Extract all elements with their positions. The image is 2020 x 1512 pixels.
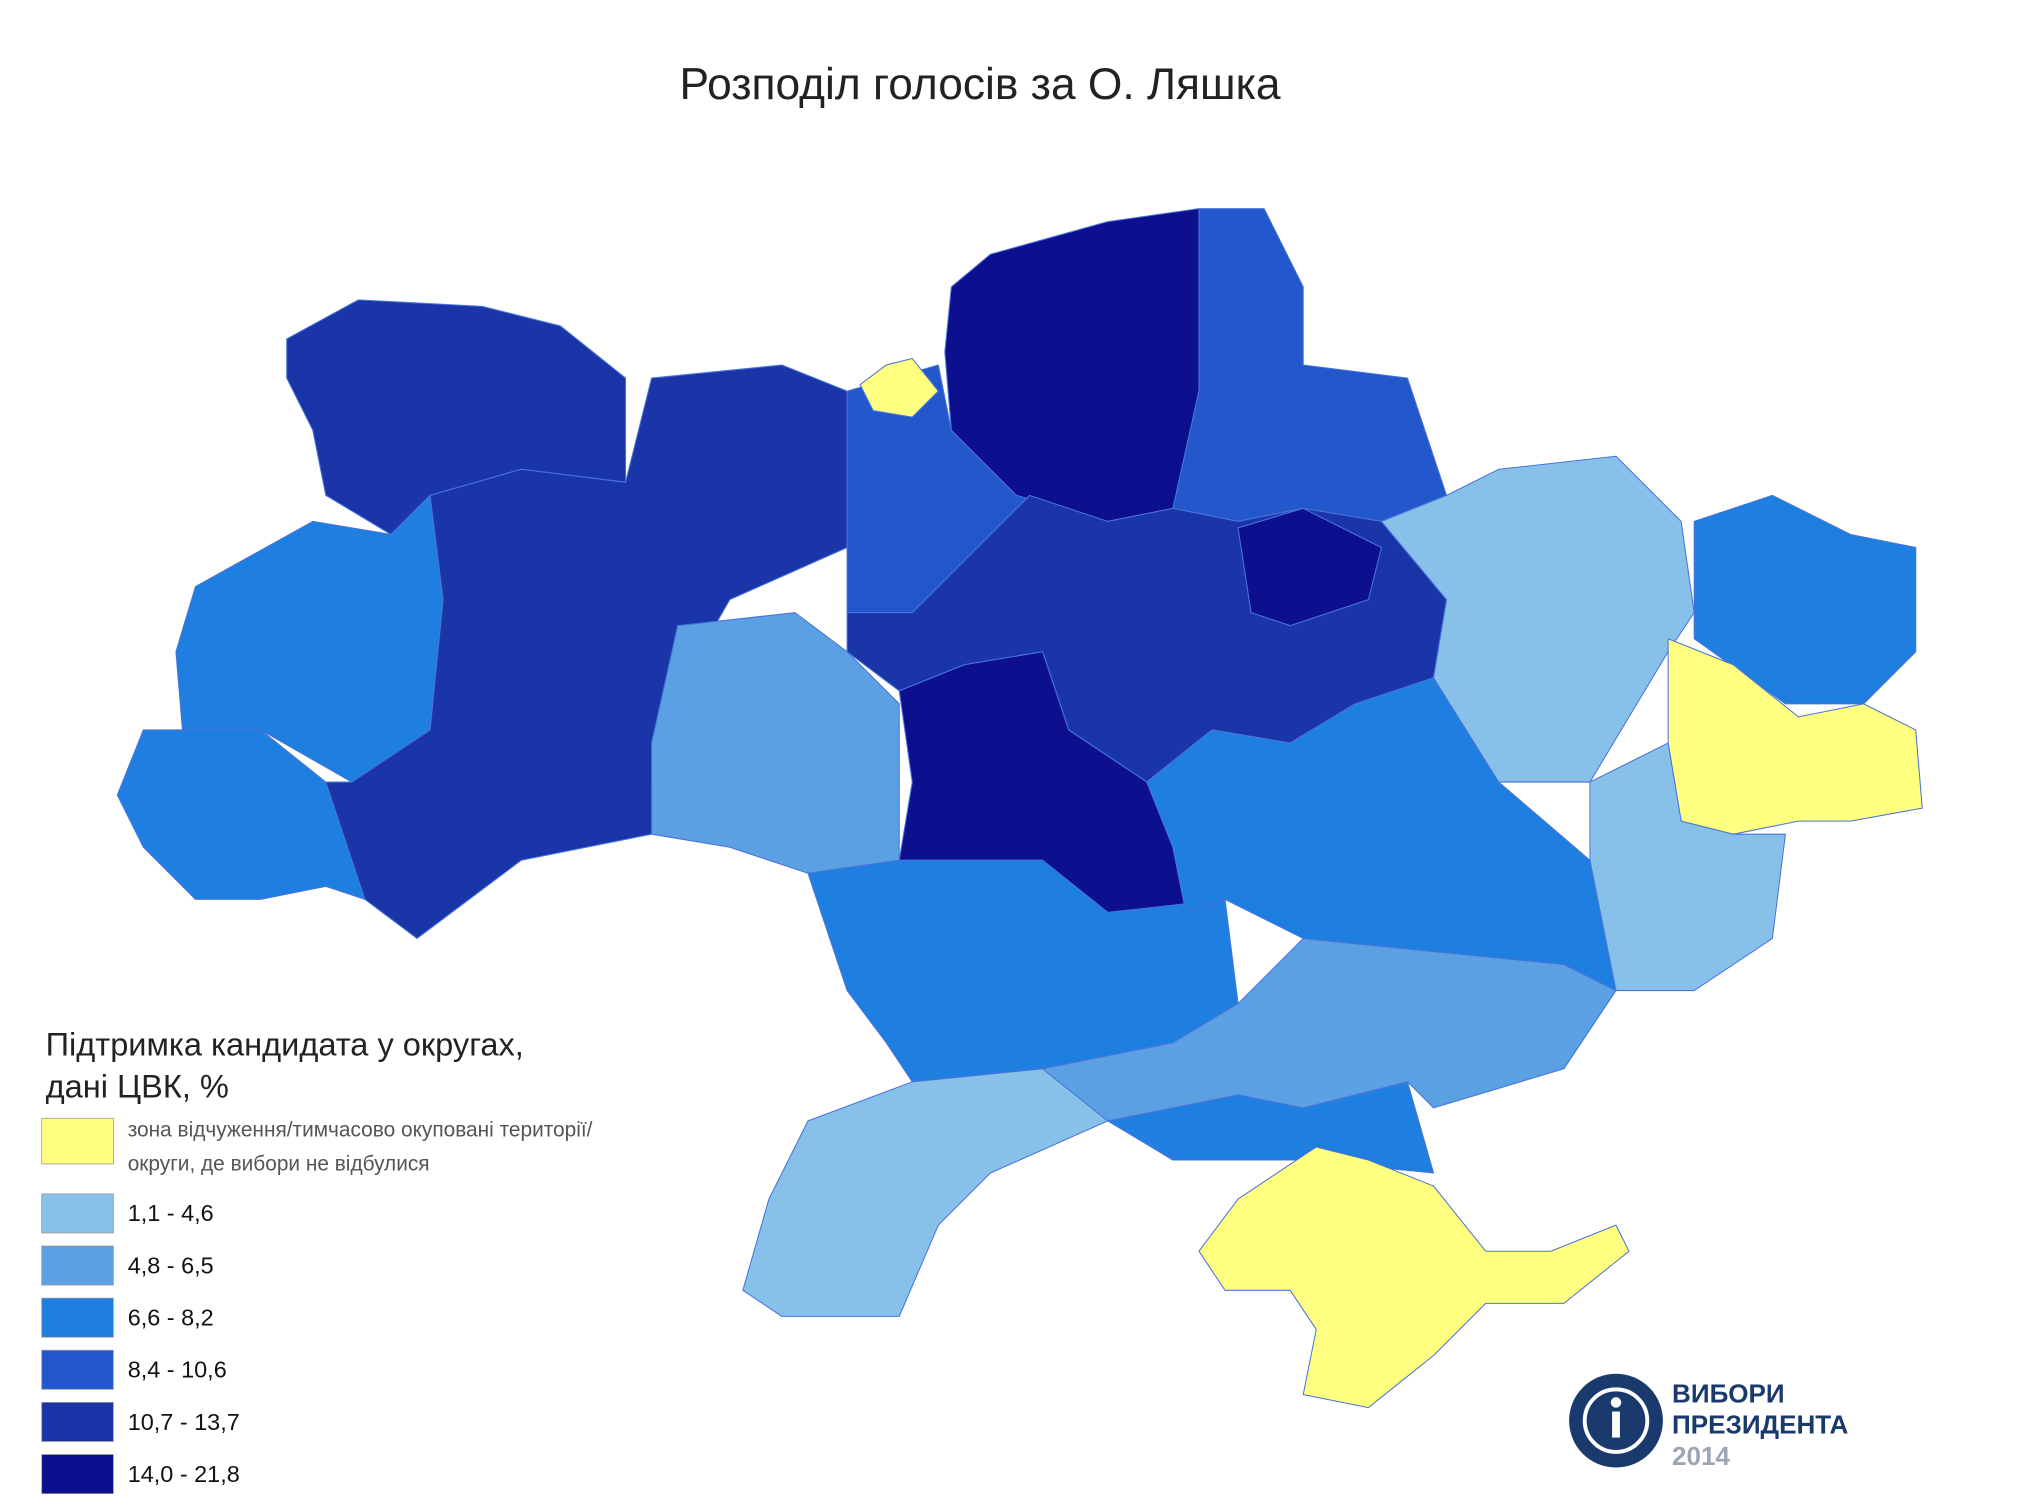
- region: [1198, 1146, 1630, 1409]
- legend-swatch: [41, 1349, 114, 1390]
- legend-label: округи, де вибори не відбулися: [128, 1152, 430, 1175]
- legend-swatch: [41, 1402, 114, 1442]
- ukraine-map: [116, 208, 1923, 1409]
- logo: ВИБОРИ ПРЕЗИДЕНТА 2014: [1569, 1373, 1849, 1471]
- logo-text: ВИБОРИ: [1672, 1378, 1785, 1408]
- legend-swatch: [41, 1117, 114, 1165]
- legend-label: 8,4 - 10,6: [128, 1357, 227, 1383]
- legend-label: 14,0 - 21,8: [128, 1461, 240, 1487]
- region: [742, 1068, 1109, 1317]
- legend-label: зона відчуження/тимчасово окуповані тери…: [128, 1119, 593, 1142]
- legend-swatch: [41, 1245, 114, 1286]
- region: [1237, 507, 1382, 627]
- legend-swatch: [41, 1297, 114, 1338]
- legend: Підтримка кандидата у округах, дані ЦВК, …: [41, 1027, 593, 1495]
- logo-ring: [1582, 1387, 1650, 1454]
- region: [1693, 494, 1917, 705]
- legend-label: 10,7 - 13,7: [128, 1409, 240, 1435]
- legend-label: 1,1 - 4,6: [128, 1200, 214, 1226]
- legend-swatch: [41, 1193, 114, 1234]
- legend-swatch: [41, 1454, 114, 1495]
- region: [1042, 937, 1617, 1122]
- legend-title: дані ЦВК, %: [46, 1068, 229, 1104]
- logo-text: ПРЕЗИДЕНТА: [1672, 1410, 1849, 1440]
- region: [859, 357, 939, 418]
- region: [1172, 208, 1448, 522]
- legend-title: Підтримка кандидата у округах,: [46, 1027, 524, 1063]
- logo-bar: [1612, 1411, 1620, 1438]
- logo-year: 2014: [1672, 1441, 1730, 1471]
- region: [1589, 742, 1786, 992]
- legend-label: 4,8 - 6,5: [128, 1252, 214, 1278]
- map-title: Розподіл голосів за О. Ляшка: [679, 60, 1280, 109]
- legend-label: 6,6 - 8,2: [128, 1305, 214, 1331]
- logo-dot: [1610, 1397, 1622, 1408]
